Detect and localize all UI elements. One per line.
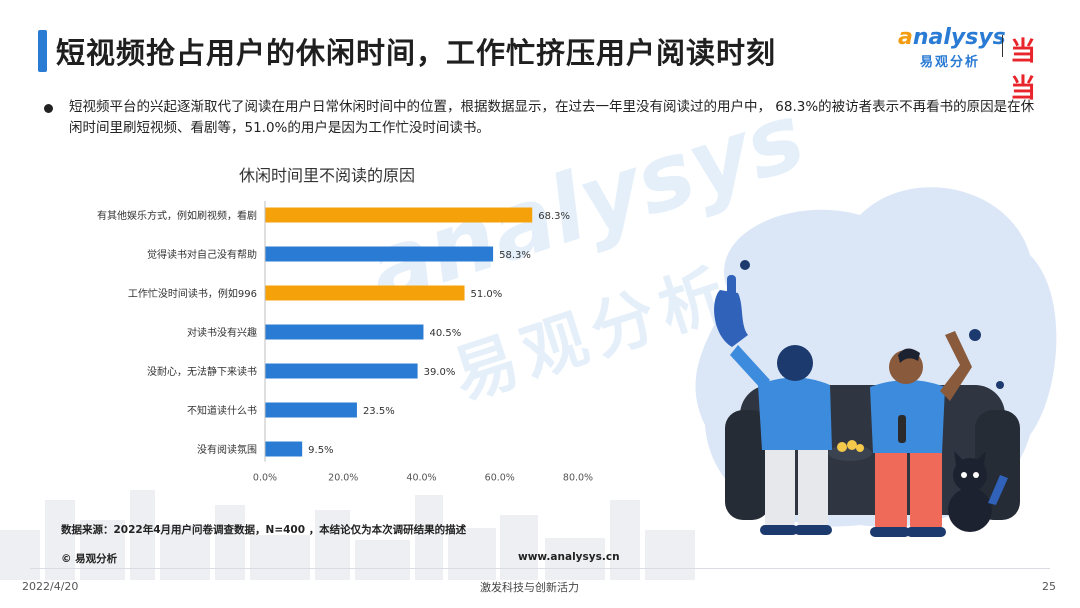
- website-link[interactable]: www.analysys.cn: [518, 551, 620, 563]
- data-label: 9.5%: [308, 445, 333, 456]
- dangdang-logo: 当当: [1010, 37, 1037, 104]
- category-label: 觉得读书对自己没有帮助: [147, 248, 257, 261]
- summary-paragraph: 短视频平台的兴起逐渐取代了阅读在用户日常休闲时间中的位置，根据数据显示，在过去一…: [69, 99, 1035, 136]
- category-label: 没耐心，无法静下来读书: [147, 365, 257, 378]
- data-label: 39.0%: [424, 367, 456, 378]
- footer-slogan: 激发科技与创新活力: [480, 581, 579, 594]
- bar: [265, 285, 465, 301]
- category-label: 有其他娱乐方式，例如刷视频，看剧: [97, 209, 257, 222]
- data-label: 23.5%: [363, 406, 395, 417]
- data-label: 68.3%: [538, 211, 570, 222]
- report-date: 2022/4/20: [22, 580, 79, 593]
- x-tick-label: 80.0%: [563, 473, 593, 484]
- bar: [265, 246, 494, 262]
- fans-on-sofa-illustration: [695, 187, 1057, 537]
- category-label: 没有阅读氛围: [197, 443, 257, 456]
- brand-logos: analysys 易观分析 当当: [898, 25, 1048, 104]
- bar: [265, 441, 303, 457]
- title-accent-bar: [38, 30, 47, 72]
- bar: [265, 402, 357, 418]
- page-title: 短视频抢占用户的休闲时间，工作忙挤压用户阅读时刻: [56, 36, 777, 70]
- footer-divider: [30, 568, 1050, 569]
- x-tick-label: 0.0%: [253, 473, 277, 484]
- analysys-logo: analysys: [898, 25, 1006, 50]
- analysys-logo-cn: 易观分析: [920, 55, 981, 70]
- x-tick-label: 60.0%: [485, 473, 515, 484]
- logo-divider: [1002, 35, 1003, 57]
- bar-chart: 有其他娱乐方式，例如刷视频，看剧 68.3% 觉得读书对自己没有帮助 58.3% 工作忙…: [97, 201, 593, 484]
- data-source-note: 数据来源：2022年4月用户问卷调查数据，N=400 ，本结论仅为本次调研结果的…: [61, 524, 467, 536]
- bullet-icon: [44, 104, 53, 113]
- page-number: 25: [1042, 580, 1056, 593]
- bar: [265, 363, 418, 379]
- data-label: 51.0%: [471, 289, 503, 300]
- category-label: 不知道读什么书: [187, 404, 257, 417]
- data-label: 40.5%: [429, 328, 461, 339]
- chart-title: 休闲时间里不阅读的原因: [239, 166, 416, 185]
- bar: [265, 207, 533, 223]
- category-label: 对读书没有兴趣: [187, 326, 257, 339]
- bar: [265, 324, 424, 340]
- data-label: 58.3%: [499, 250, 531, 261]
- x-tick-label: 20.0%: [328, 473, 358, 484]
- copyright-text: © 易观分析: [61, 553, 118, 565]
- x-tick-label: 40.0%: [406, 473, 436, 484]
- category-label: 工作忙没时间读书，例如996: [128, 287, 257, 300]
